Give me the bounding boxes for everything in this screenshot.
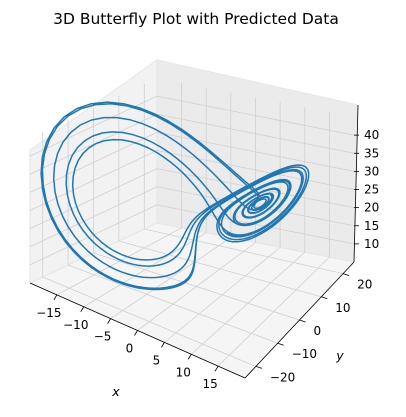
grid-lines [29, 82, 355, 367]
grid-line [156, 95, 355, 136]
tick-mark [299, 319, 306, 323]
y-tick-label: 20 [357, 278, 372, 292]
y-tick-label: 0 [314, 324, 322, 338]
series-line [40, 101, 310, 291]
tick-mark [161, 342, 165, 348]
grid-line [42, 276, 257, 367]
tick-mark [134, 330, 138, 336]
grid-line [29, 113, 158, 175]
z-tick-label: 30 [364, 164, 379, 178]
x-tick-label: −5 [94, 330, 112, 344]
tick-mark [80, 306, 85, 312]
x-axis-label: x [111, 384, 120, 399]
tick-mark [277, 342, 284, 346]
z-tick-label: 40 [364, 128, 379, 142]
y-tick-label: 10 [335, 301, 350, 315]
tick-mark [214, 365, 219, 372]
tick-mark [53, 294, 58, 301]
grid-line [156, 186, 355, 227]
grid-line [156, 150, 355, 190]
x-tick-label: 0 [126, 342, 134, 356]
tick-mark [187, 354, 192, 360]
x-tick-label: 5 [153, 353, 161, 367]
z-tick-label: 20 [364, 201, 379, 215]
grid-line [67, 264, 278, 344]
tick-mark [107, 318, 111, 324]
grid-line [29, 150, 158, 211]
y-tick-label: −20 [270, 370, 295, 384]
grid-line [144, 228, 344, 274]
x-tick-label: −10 [63, 318, 88, 332]
y-axis-label: y [335, 348, 344, 363]
chart-title: 3D Butterfly Plot with Predicted Data [53, 10, 339, 28]
tick-mark [342, 273, 350, 276]
y-tick-label: −10 [292, 347, 317, 361]
tick-mark [321, 296, 328, 300]
grid-line [118, 240, 322, 298]
grid-line [156, 113, 355, 154]
x-tick-label: 15 [202, 377, 217, 391]
z-tick-label: 25 [364, 183, 379, 197]
x-tick-label: 10 [176, 365, 191, 379]
x-tick-label: −15 [36, 306, 61, 320]
tick-mark [255, 366, 263, 369]
grid-line [29, 186, 158, 248]
z-axis-line [353, 104, 359, 263]
z-tick-label: 10 [364, 237, 379, 251]
grid-line [156, 131, 355, 172]
grid-line [93, 252, 300, 321]
grid-line [156, 204, 355, 245]
grid-line [156, 168, 355, 209]
z-tick-label: 15 [364, 219, 379, 233]
z-tick-label: 35 [364, 146, 379, 160]
